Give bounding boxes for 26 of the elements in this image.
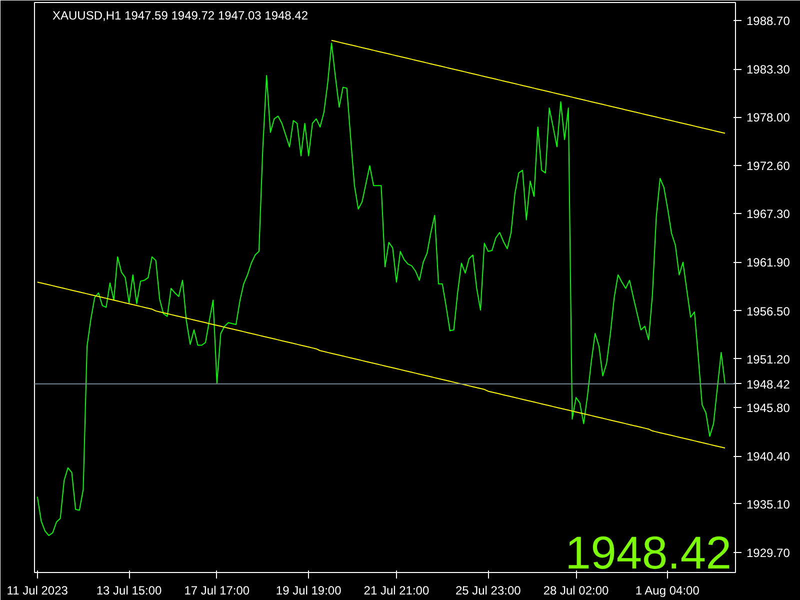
x-tick-label: 21 Jul 21:00 [364, 584, 430, 598]
x-tick-label: 28 Jul 02:00 [543, 584, 610, 598]
line-series [36, 282, 726, 449]
y-tick-label: 1951.20 [746, 352, 790, 366]
x-tick-label: 25 Jul 23:00 [455, 584, 522, 598]
y-tick-label: 1956.50 [746, 304, 790, 318]
ref-line-label: 1948.42 [746, 377, 790, 392]
annotation: 1948.42 [565, 526, 732, 578]
x-tick-label: 17 Jul 17:00 [184, 584, 250, 598]
x-tick-label: 19 Jul 19:00 [276, 584, 342, 598]
line-series [331, 40, 726, 134]
y-tick-label: 1935.10 [746, 497, 790, 512]
x-tick-label: 11 Jul 2023 [6, 584, 68, 598]
y-tick-label: 1972.60 [746, 159, 790, 174]
y-tick-label: 1929.70 [746, 546, 790, 560]
text: XAUUSD,H1 1947.59 1949.72 1947.03 1948.42 [52, 8, 308, 22]
y-tick-label: 1961.90 [746, 256, 790, 270]
y-tick-label: 1978.00 [746, 110, 790, 125]
x-tick-label: 1 Aug 04:00 [635, 584, 700, 598]
y-tick-label: 1940.40 [746, 450, 790, 464]
y-tick-label: 1983.30 [746, 62, 790, 77]
y-tick-label: 1967.30 [746, 207, 790, 222]
y-tick-label: 1988.70 [746, 14, 790, 28]
y-tick-label: 1945.80 [746, 400, 790, 415]
x-tick-label: 13 Jul 15:00 [96, 584, 162, 598]
line-series [36, 42, 726, 536]
